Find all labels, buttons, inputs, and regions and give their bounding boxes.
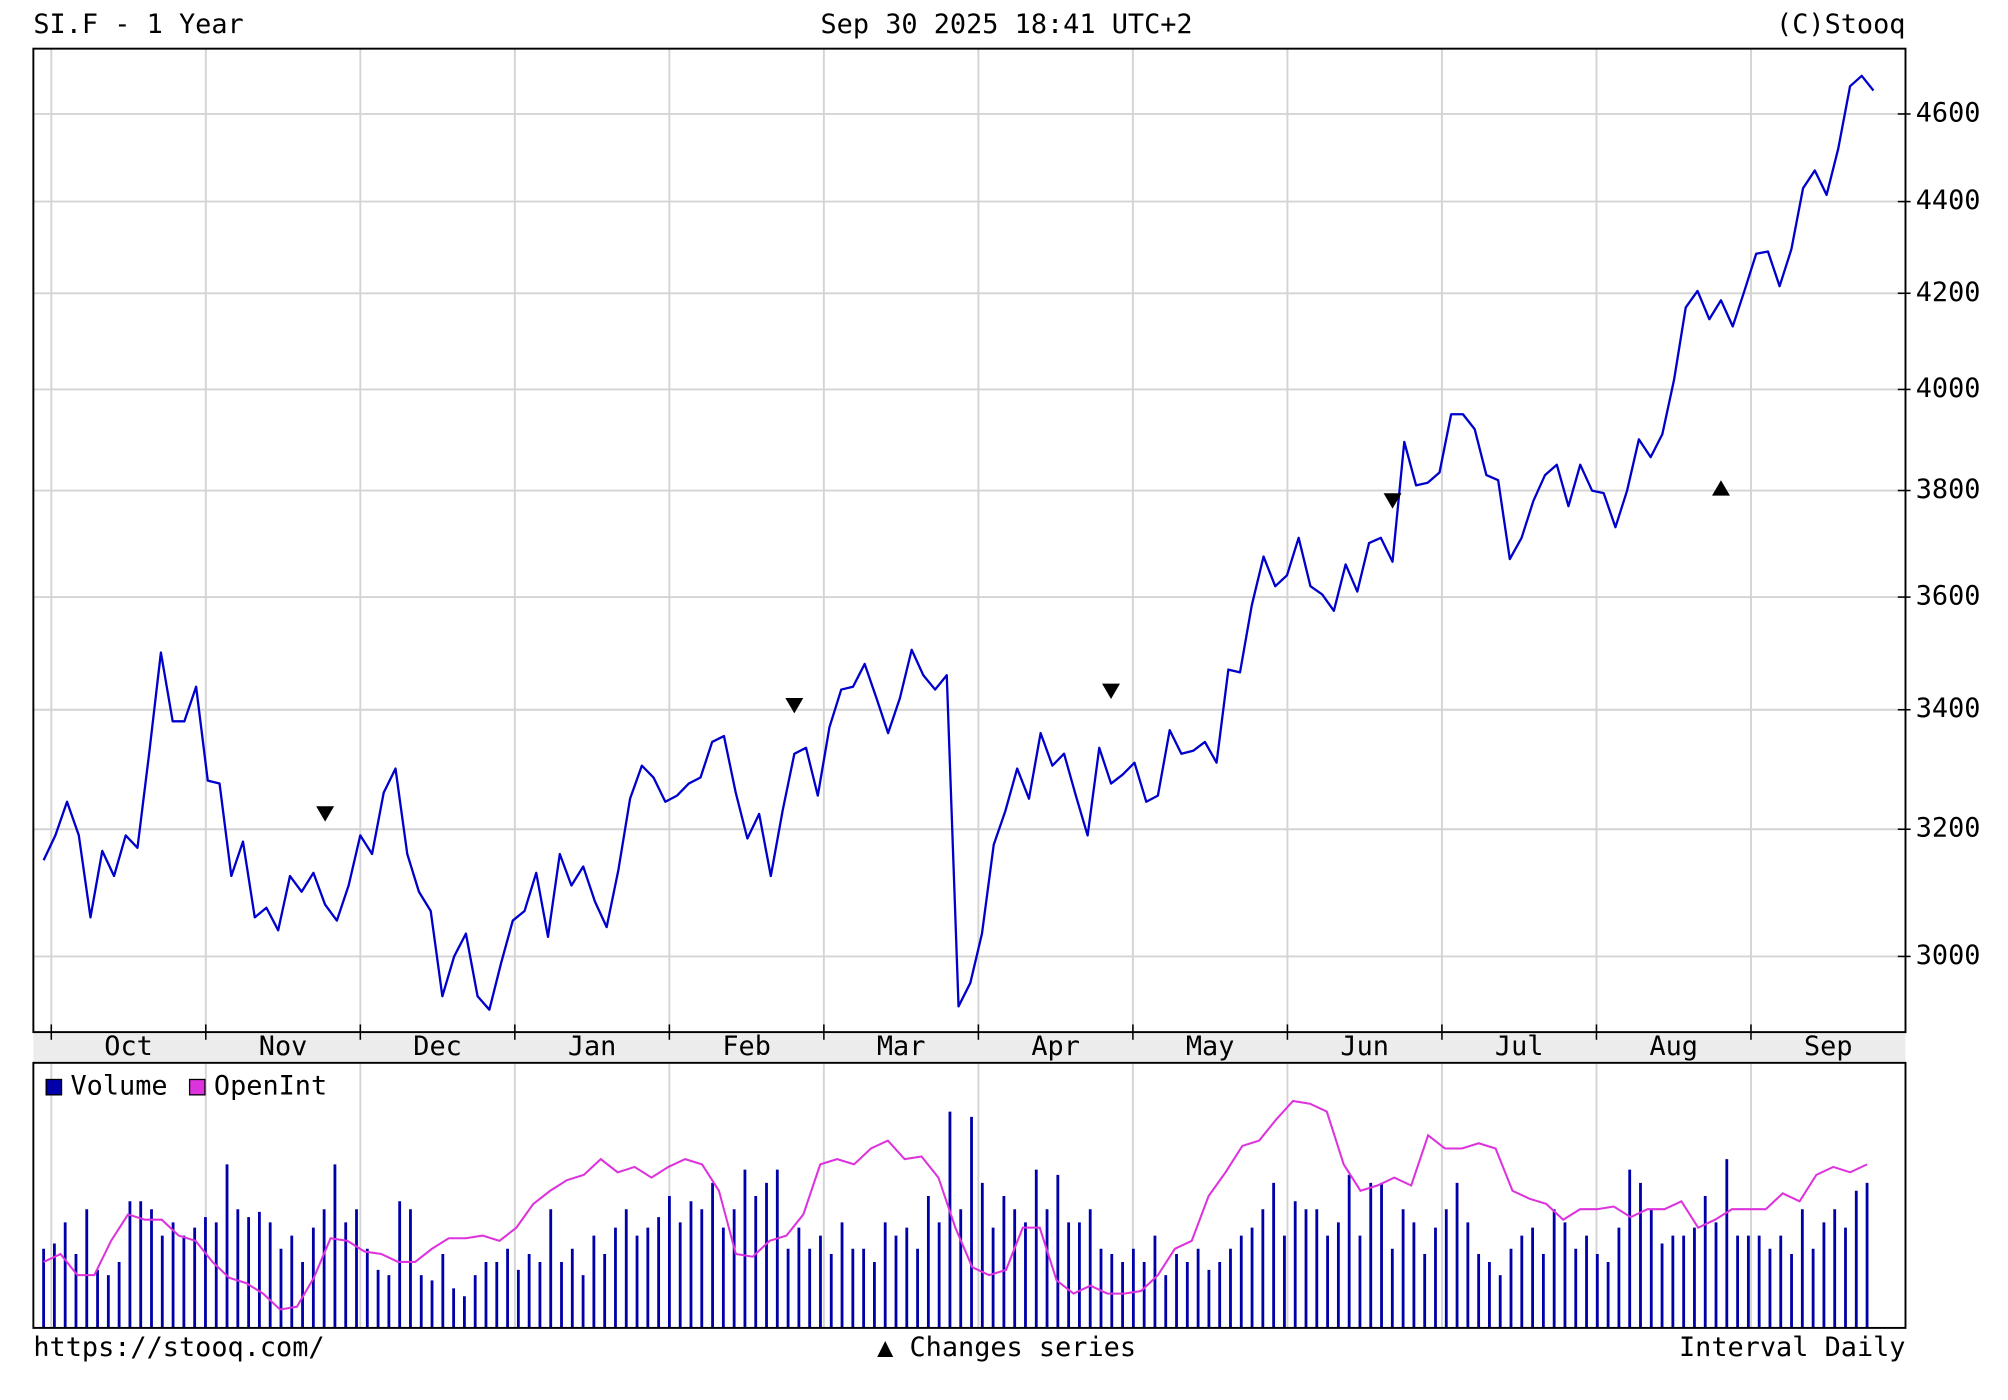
x-tick-label: Aug [1649, 1031, 1698, 1062]
footer-note: ▲ Changes series [877, 1332, 1136, 1363]
change-marker [1712, 480, 1730, 496]
month-strip [33, 1032, 1906, 1063]
y-tick-label: 4600 [1916, 97, 1981, 128]
chart-title: SI.F - 1 Year [33, 9, 243, 40]
legend-swatch [45, 1078, 63, 1096]
chart-subtitle: Sep 30 2025 18:41 UTC+2 [820, 9, 1192, 40]
y-tick-label: 3800 [1916, 474, 1981, 505]
price-frame [32, 47, 1907, 1034]
y-tick-label: 3400 [1916, 693, 1981, 724]
x-tick-label: Jul [1495, 1031, 1544, 1062]
y-tick-label: 3200 [1916, 813, 1981, 844]
change-marker [785, 698, 804, 714]
change-marker [1102, 683, 1120, 699]
x-tick-label: Apr [1031, 1031, 1080, 1062]
x-tick-label: Nov [259, 1031, 308, 1062]
y-tick-label: 3600 [1916, 581, 1981, 612]
change-marker [316, 806, 335, 822]
legend-swatch [188, 1078, 206, 1096]
footer-url[interactable]: https://stooq.com/ [33, 1332, 324, 1363]
x-tick-label: Jun [1340, 1031, 1389, 1062]
volume-frame [32, 1061, 1907, 1329]
y-tick-label: 4000 [1916, 373, 1981, 404]
y-tick-label: 4400 [1916, 185, 1981, 216]
marks [42, 74, 1875, 1328]
x-tick-label: Sep [1804, 1031, 1853, 1062]
x-tick-label: Dec [413, 1031, 462, 1062]
openint-line [43, 1099, 1868, 1311]
source: (C)Stooq [1776, 9, 1905, 40]
y-tick-label: 3000 [1916, 940, 1981, 971]
x-tick-label: Feb [722, 1031, 771, 1062]
x-tick-label: Oct [104, 1031, 153, 1062]
legend-label: Volume [70, 1071, 167, 1102]
y-tick-label: 4200 [1916, 277, 1981, 308]
x-tick-label: May [1186, 1031, 1235, 1062]
change-marker [1383, 493, 1402, 509]
price-line [42, 74, 1875, 1011]
x-tick-label: Mar [877, 1031, 926, 1062]
legend-label: OpenInt [214, 1071, 327, 1102]
footer-interval: Interval Daily [1679, 1332, 1906, 1363]
x-tick-label: Jan [568, 1031, 617, 1062]
